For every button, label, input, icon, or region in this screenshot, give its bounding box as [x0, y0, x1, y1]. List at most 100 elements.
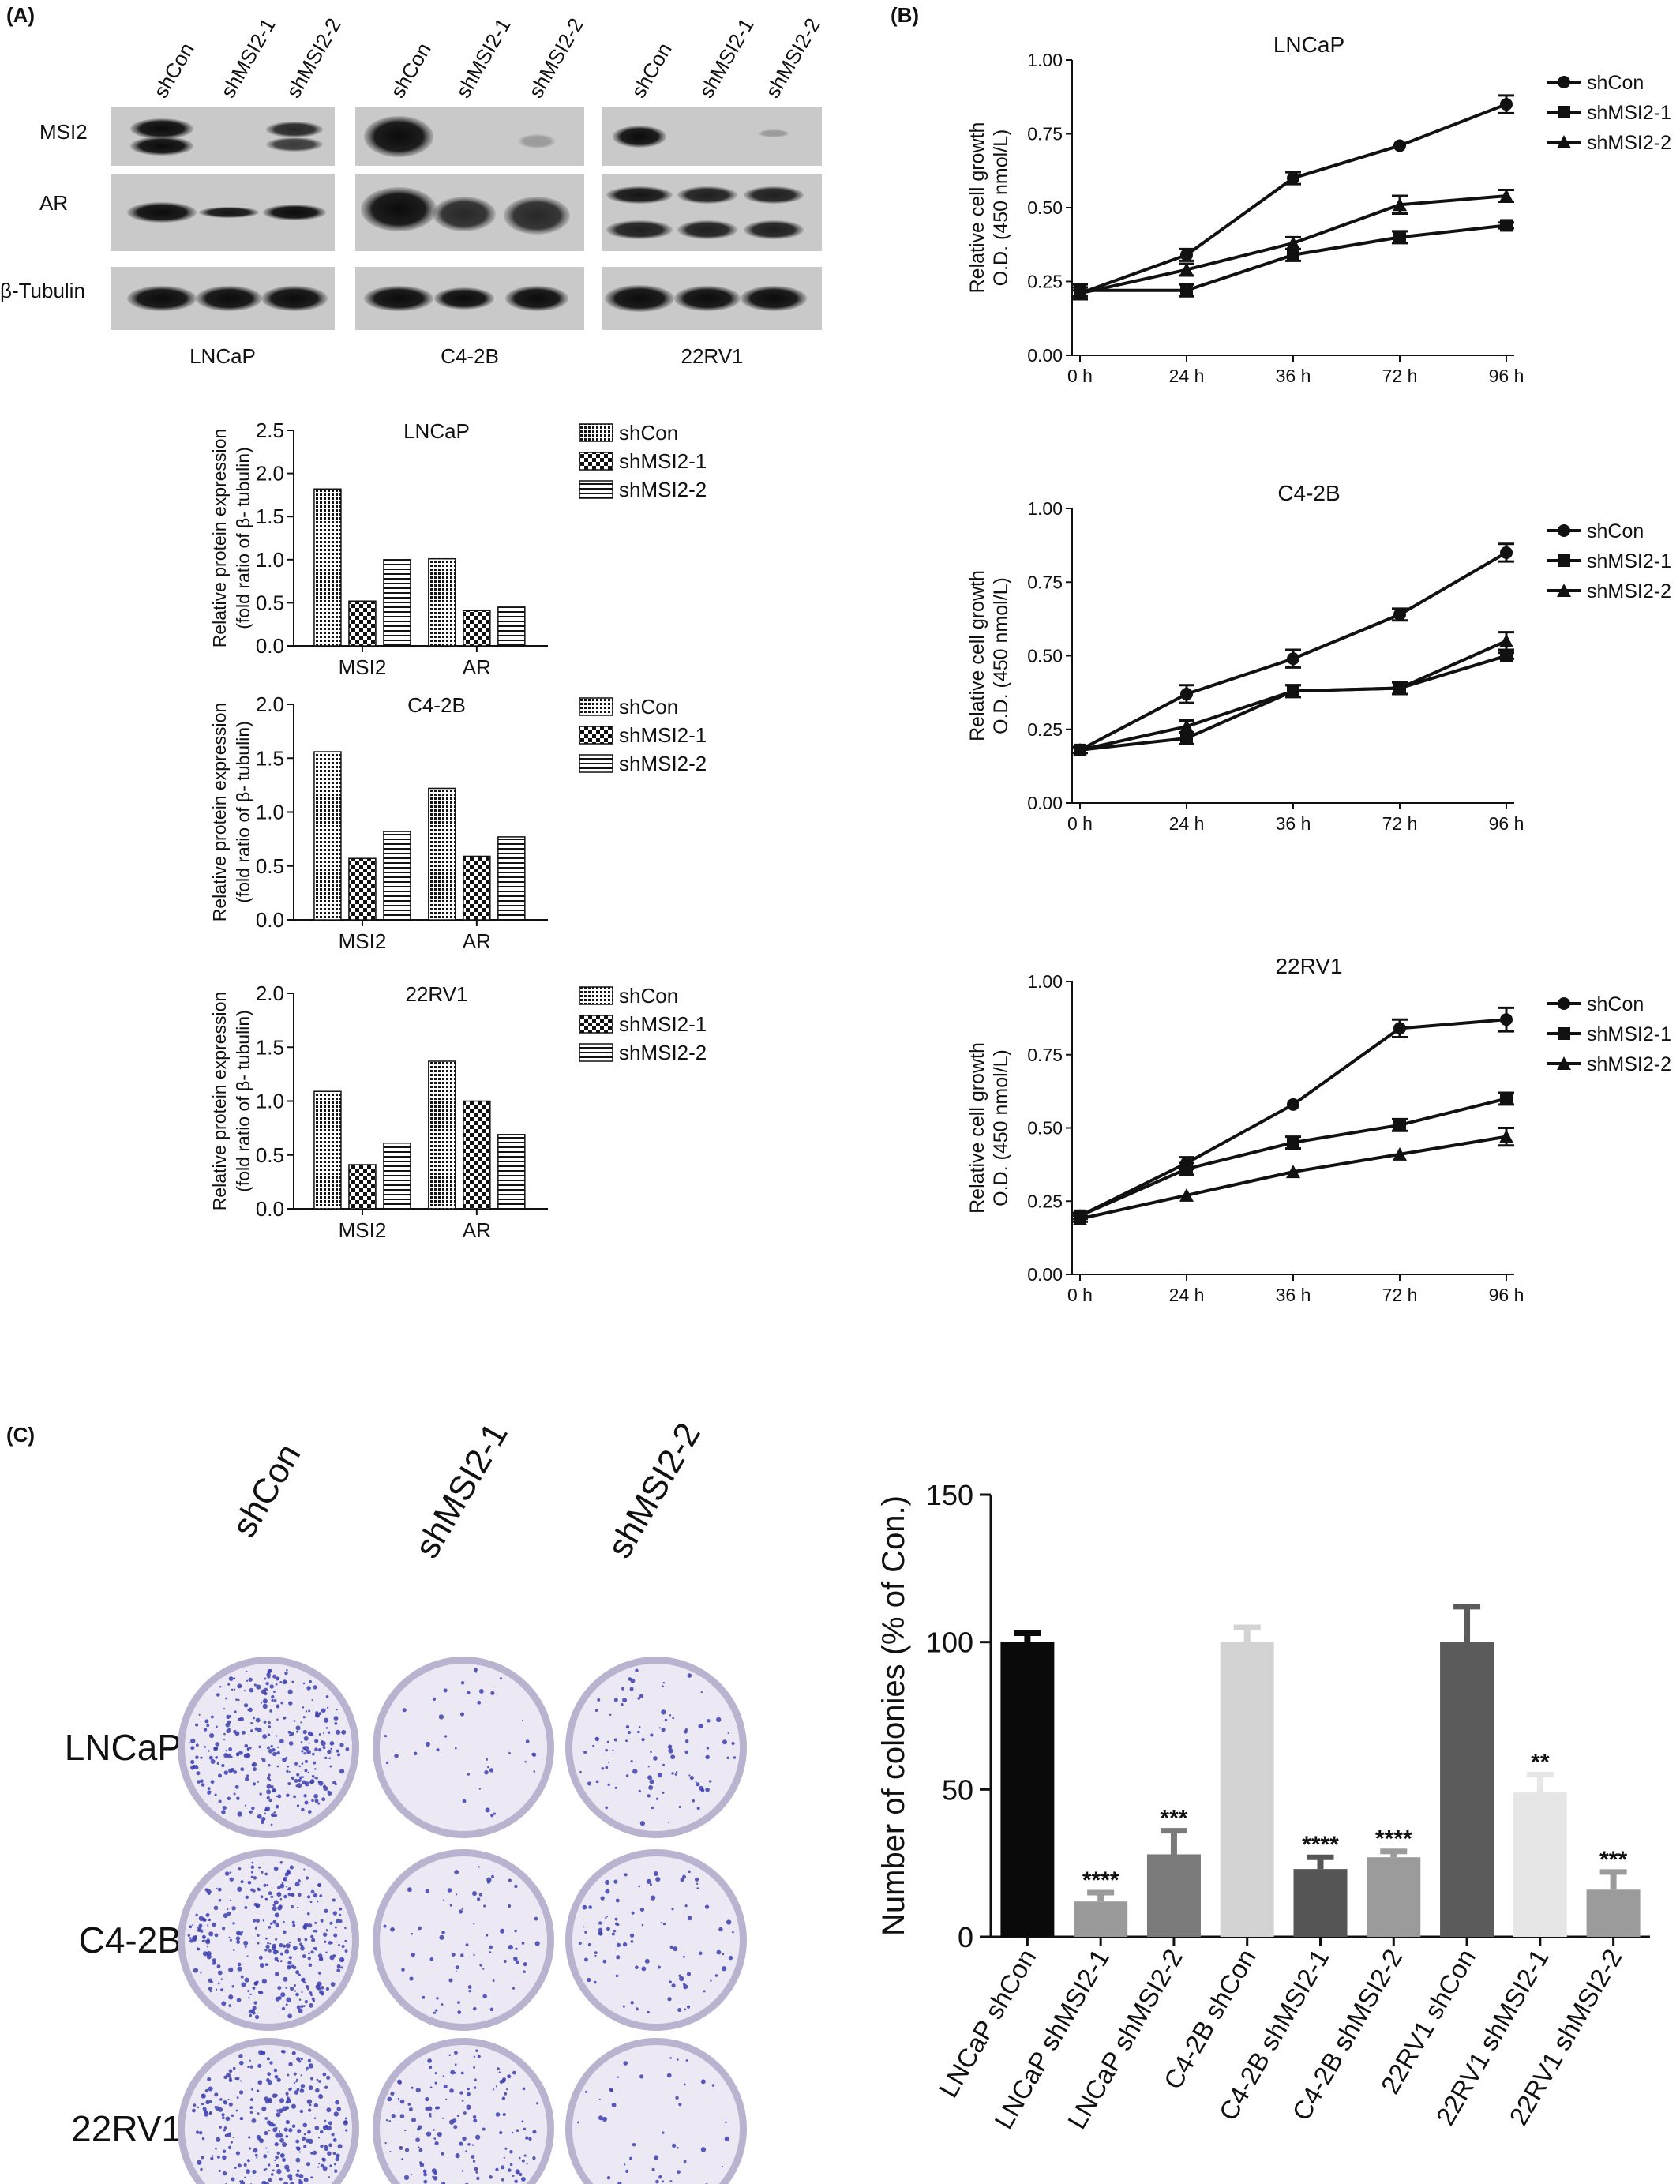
y-tick-label: 0.25: [1027, 272, 1063, 292]
colony-dot: [499, 2130, 503, 2135]
colony-dot: [324, 2119, 327, 2122]
colony-dot: [276, 1735, 278, 1737]
colony-dot: [273, 1900, 279, 1905]
series-line: [1079, 103, 1507, 295]
colony-dot: [686, 1972, 692, 1976]
colony-dot: [587, 1942, 592, 1947]
colony-dot: [454, 2071, 457, 2074]
colony-dot: [328, 2121, 332, 2126]
colony-dot: [425, 2107, 429, 2111]
colony-dot: [266, 1883, 269, 1886]
colony-dot: [218, 1799, 222, 1803]
colony-dot: [285, 1886, 288, 1888]
colony-dot: [268, 1721, 271, 1724]
colony-dot: [394, 1754, 399, 1758]
colony-dot: [246, 2159, 250, 2163]
colony-dot: [309, 2103, 312, 2107]
colony-dot: [332, 1911, 338, 1916]
colony-dot: [313, 1999, 316, 2002]
legend-label: shCon: [619, 984, 678, 1008]
y-tick-label: 0.25: [1027, 1191, 1063, 1211]
colony-dot: [498, 2071, 501, 2073]
colony-dot: [489, 1768, 494, 1773]
colony-dot: [270, 2173, 274, 2176]
colony-dot: [261, 1689, 267, 1694]
colony-dot: [202, 1951, 208, 1957]
x-tick-label: 96 h: [1489, 366, 1524, 386]
legend-label: shMSI2-1: [619, 1012, 707, 1036]
colony-dot: [501, 2178, 504, 2182]
y-tick-label: 0.50: [1027, 1118, 1063, 1139]
bar: [348, 600, 377, 647]
colony-dot: [238, 1867, 242, 1871]
colony-dot: [279, 2098, 285, 2103]
colony-dot: [613, 1738, 617, 1742]
colony-dot: [245, 1777, 249, 1781]
y-tick-label: 0.0: [256, 634, 284, 658]
colony-dot: [283, 1878, 286, 1881]
legend-label: shMSI2-2: [619, 1041, 707, 1064]
colony-dot: [276, 1704, 280, 1709]
colony-dot: [261, 1758, 266, 1762]
colony-dot: [264, 1963, 268, 1967]
colony-dot: [230, 2141, 233, 2144]
colony-dot: [275, 1752, 278, 1755]
colony-dot: [267, 2080, 272, 2085]
colony-dot: [441, 2003, 444, 2006]
colony-dot: [275, 1683, 278, 1686]
colony-dot: [624, 2163, 626, 2166]
colony-dot: [291, 2051, 296, 2055]
colony-dot: [257, 1942, 260, 1945]
colony-dot: [253, 1919, 257, 1923]
colony-dot: [255, 1903, 261, 1908]
colony-dot: [247, 1990, 250, 1993]
lane-label: shMSI2-1: [216, 14, 280, 102]
colony-dot: [282, 1944, 287, 1948]
colony-dot: [520, 2177, 526, 2182]
bar: [1586, 1889, 1641, 1937]
colony-dot: [276, 1746, 279, 1748]
colony-dot: [216, 1693, 220, 1697]
colony-dot: [534, 1916, 538, 1921]
colony-dot: [264, 1949, 268, 1952]
colony-dot: [229, 1714, 231, 1717]
colony-dot: [325, 1694, 329, 1698]
colony-dot: [653, 1756, 658, 1761]
colony-dot: [325, 1987, 330, 1991]
colony-dot: [344, 1939, 347, 1943]
colony-dot: [669, 1945, 674, 1949]
colony-dot: [694, 1877, 699, 1882]
colony-dot: [296, 2005, 301, 2010]
colony-dot: [705, 1787, 710, 1792]
colony-dot: [336, 1749, 339, 1753]
colony-dot: [407, 1887, 412, 1893]
x-tick-label: 72 h: [1382, 1285, 1418, 1305]
blot-band: [266, 137, 323, 152]
colony-dot: [726, 1756, 729, 1760]
colony-dot: [434, 2081, 437, 2085]
legend-label: shCon: [1587, 993, 1644, 1015]
colony-dot: [471, 1890, 478, 1897]
colony-dot: [721, 2165, 723, 2168]
colony-dot: [272, 2127, 278, 2133]
colony-dot: [616, 1955, 621, 1960]
colony-dot: [279, 1952, 283, 1956]
bar: [497, 1134, 526, 1210]
protein-chart-c42b: 0.0 0.5 1.0 1.5 2.0 MSI2 AR C4-2B Relative prote…: [209, 692, 707, 953]
colony-dot: [303, 1736, 309, 1741]
colony-dot: [267, 2163, 271, 2167]
colony-dot: [272, 1946, 276, 1951]
colony-dot: [411, 1952, 415, 1957]
y-tick-label: 1.0: [256, 1090, 284, 1113]
colony-dot: [332, 1742, 335, 1745]
colony-dot: [716, 1717, 722, 1723]
colony-dot: [426, 2131, 432, 2137]
colony-dot: [256, 2089, 260, 2092]
dish-column-label: shMSI2-1: [407, 1417, 516, 1565]
colony-dot: [658, 1727, 661, 1729]
colony-dot: [288, 1741, 294, 1746]
y-tick-label: 1.00: [1027, 498, 1063, 519]
colony-dot: [482, 2127, 486, 2131]
y-axis-label: O.D. (450 nmol/L): [990, 129, 1012, 287]
colony-dot: [276, 2163, 279, 2167]
